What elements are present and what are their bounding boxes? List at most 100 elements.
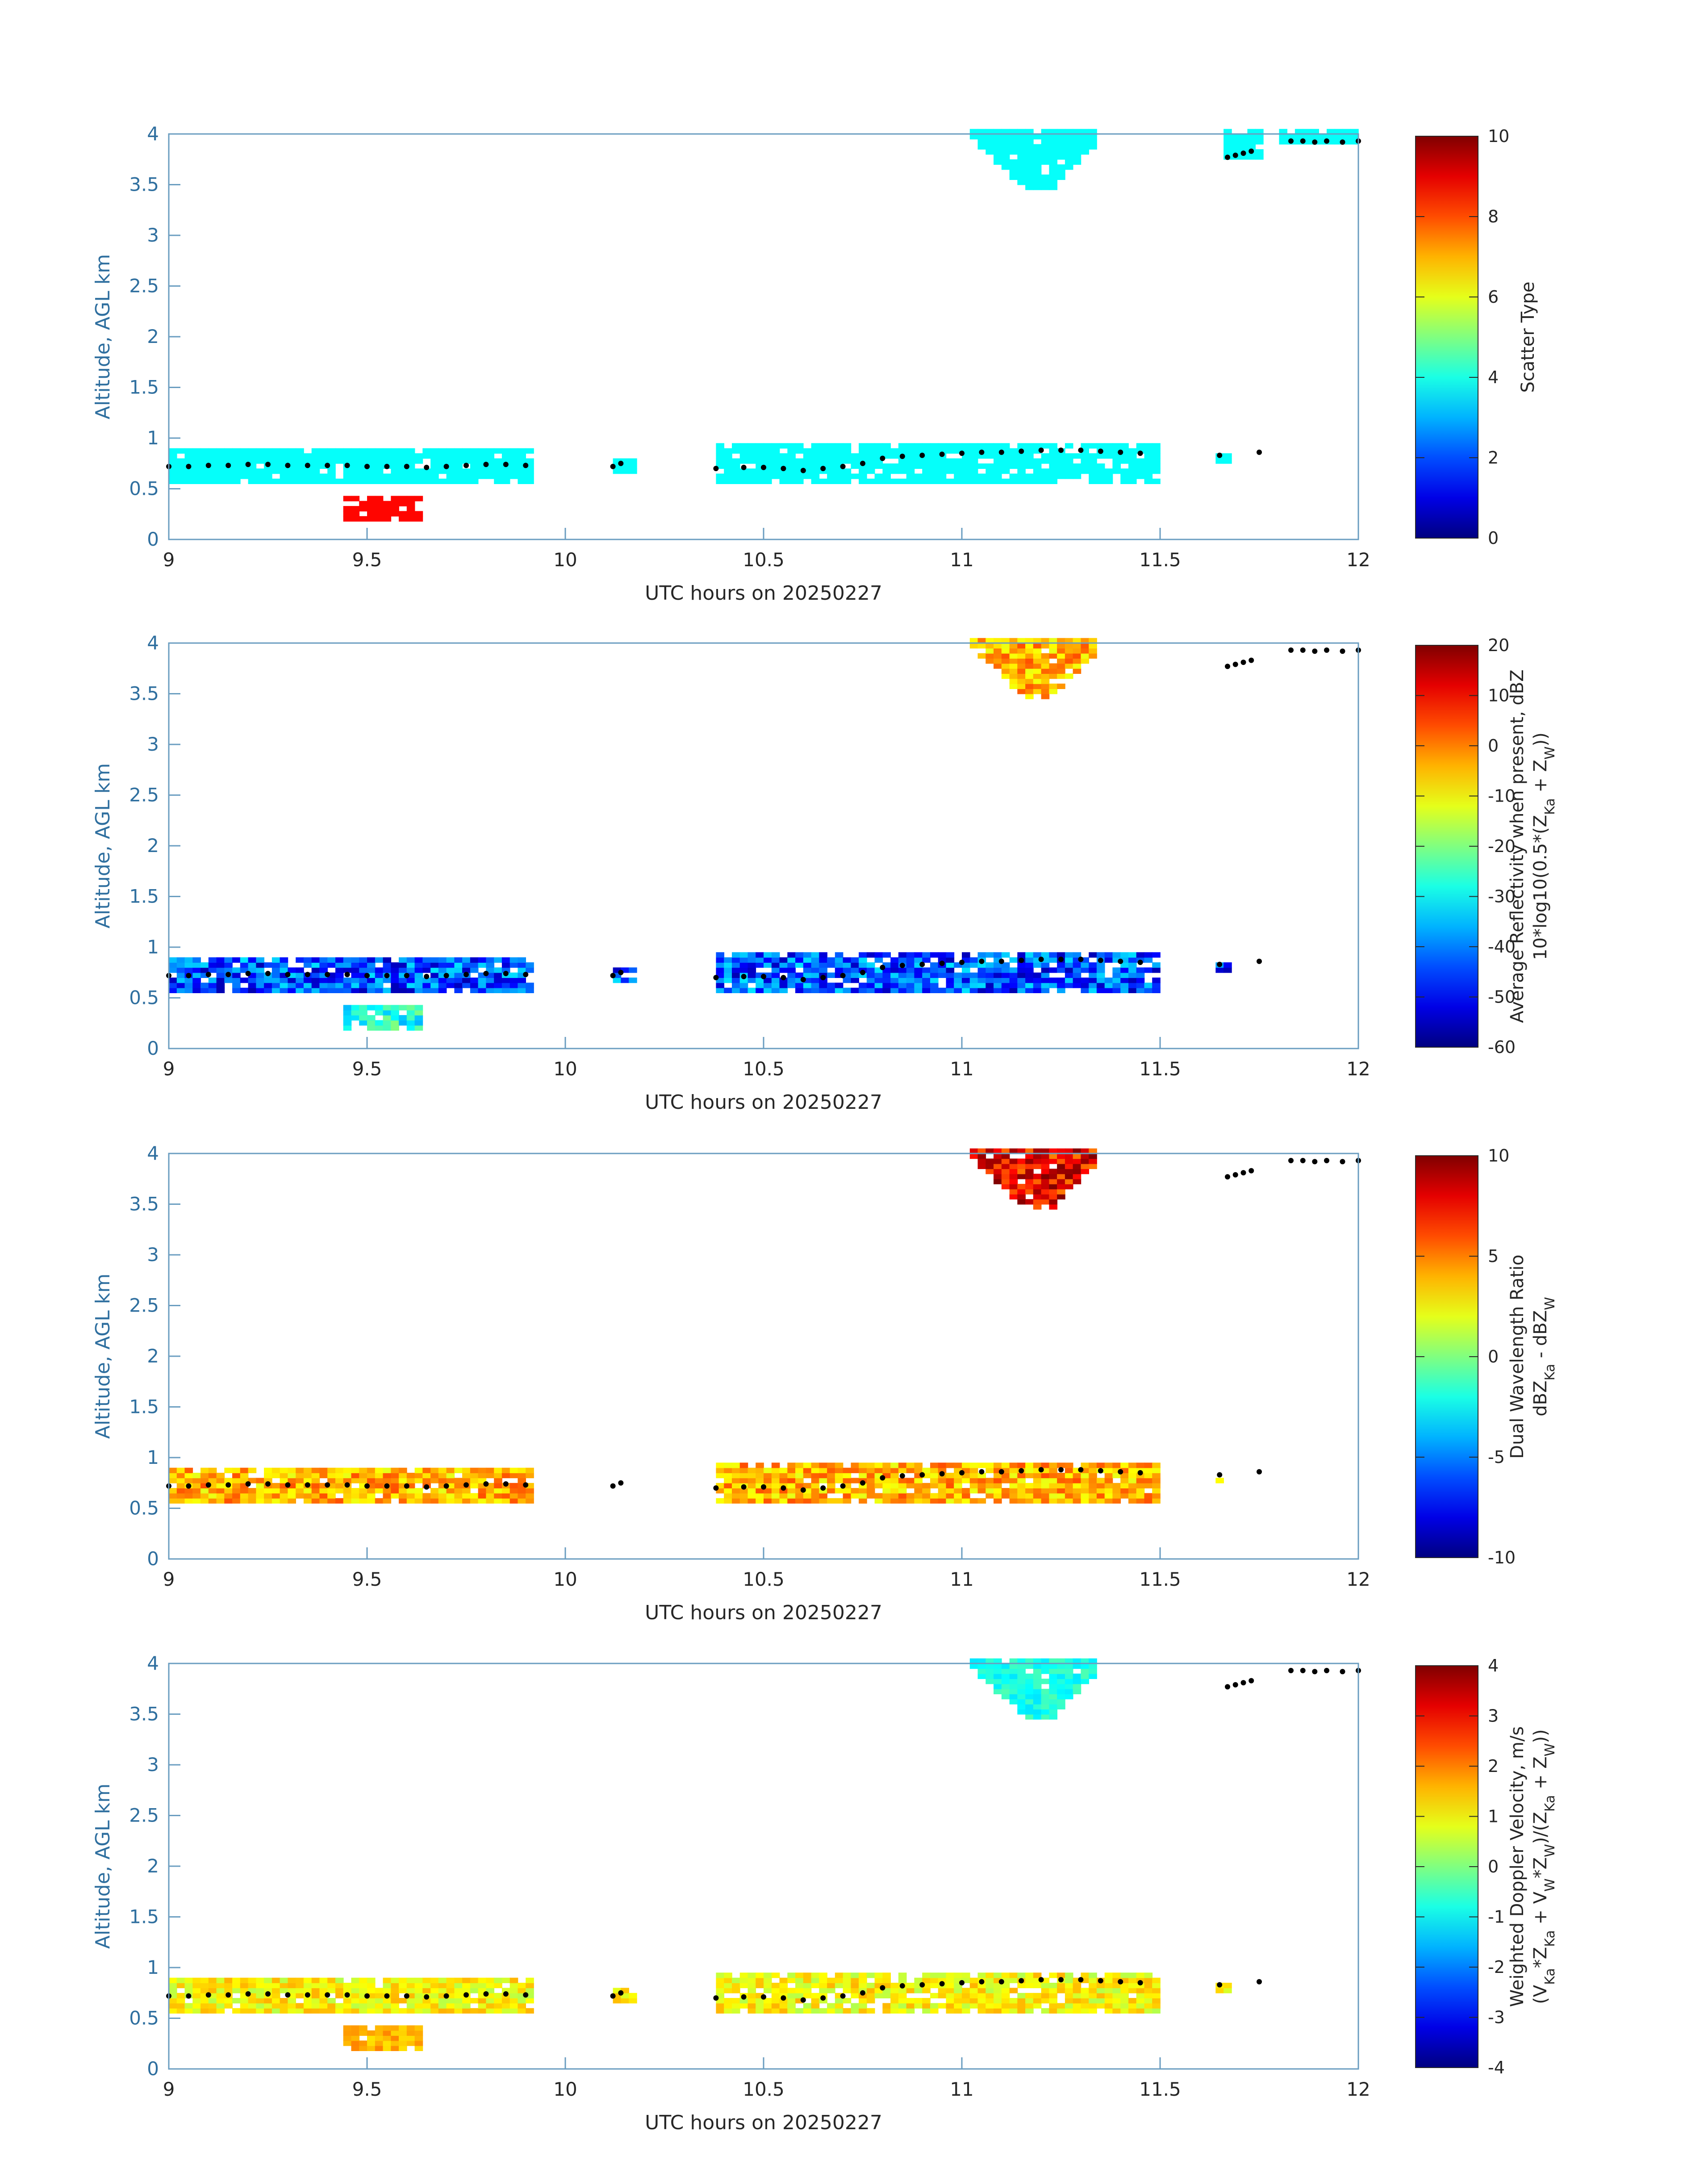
heatmap-cell <box>367 1983 376 1989</box>
heatmap-cell <box>1049 1148 1057 1154</box>
heatmap-cell <box>898 1988 907 1993</box>
heatmap-cell <box>1057 1972 1065 1978</box>
colorbar-tick-label: -50 <box>1488 987 1516 1007</box>
heatmap-cell <box>1001 453 1010 459</box>
heatmap-cell <box>367 982 376 988</box>
heatmap-cell <box>232 1478 241 1483</box>
heatmap-cell <box>375 1478 384 1483</box>
heatmap-cell <box>486 1983 494 1989</box>
heatmap-cell <box>764 1473 772 1479</box>
heatmap-cell <box>359 458 367 464</box>
heatmap-cell <box>1152 978 1161 983</box>
heatmap-cell <box>1033 1153 1042 1159</box>
heatmap-cell <box>335 978 344 983</box>
heatmap-cell <box>454 1993 463 1998</box>
heatmap-cell <box>1136 1483 1145 1488</box>
heatmap-cell <box>922 1488 931 1494</box>
heatmap-cell <box>1065 1988 1073 1993</box>
heatmap-cell <box>969 448 978 454</box>
heatmap-cell <box>1041 1493 1050 1499</box>
cloud-base-dot <box>523 463 529 468</box>
heatmap-cell <box>930 1493 939 1499</box>
heatmap-cell <box>1073 468 1082 474</box>
heatmap-cell <box>478 962 487 968</box>
heatmap-cell <box>1152 952 1161 958</box>
heatmap-cell <box>1215 1988 1224 1993</box>
heatmap-cell <box>1001 159 1010 165</box>
cloud-base-dot <box>1078 957 1084 962</box>
heatmap-cell <box>1001 458 1010 464</box>
heatmap-cell <box>787 468 796 474</box>
heatmap-cell <box>1065 473 1073 479</box>
heatmap-cell <box>732 967 740 973</box>
heatmap-cell <box>843 1998 852 2004</box>
heatmap-cell <box>906 962 915 968</box>
heatmap-cell <box>803 2008 812 2014</box>
colorbar-tick-label: 0 <box>1488 736 1499 756</box>
heatmap-cell <box>859 1983 867 1989</box>
x-axis-label: UTC hours on 20250227 <box>645 1601 882 1624</box>
heatmap-cell <box>835 1972 844 1978</box>
heatmap-cell <box>1128 957 1137 963</box>
heatmap-cell <box>1033 1699 1042 1705</box>
heatmap-cell <box>986 982 994 988</box>
heatmap-cell <box>819 1977 827 1983</box>
heatmap-cell <box>216 1998 225 2004</box>
heatmap-cell <box>827 458 835 464</box>
heatmap-cell <box>406 967 415 973</box>
heatmap-cell <box>946 458 955 464</box>
heatmap-cell <box>1096 443 1105 449</box>
heatmap-cell <box>1033 663 1042 669</box>
heatmap-cell <box>1049 169 1057 175</box>
heatmap-cell <box>280 473 288 479</box>
heatmap-cell <box>969 468 978 474</box>
heatmap-cell <box>1017 1663 1026 1669</box>
heatmap-cell <box>716 443 724 449</box>
heatmap-cell <box>1065 463 1073 469</box>
heatmap-cell <box>1009 1684 1018 1689</box>
heatmap-cell <box>986 987 994 993</box>
heatmap-cell <box>994 1663 1002 1669</box>
heatmap-cell <box>1089 962 1097 968</box>
heatmap-cell <box>1073 149 1082 155</box>
heatmap-cell <box>787 448 796 454</box>
heatmap-cell <box>391 967 399 973</box>
cloud-base-dot <box>404 1483 409 1489</box>
heatmap-cell <box>811 1972 820 1978</box>
heatmap-cell <box>406 1478 415 1483</box>
heatmap-cell <box>795 1473 804 1479</box>
heatmap-cell <box>1152 1977 1161 1983</box>
heatmap-cell <box>1009 982 1018 988</box>
heatmap-cell <box>1089 982 1097 988</box>
heatmap-cell <box>1017 1709 1026 1715</box>
heatmap-cell <box>303 982 312 988</box>
heatmap-cell <box>1017 453 1026 459</box>
cloud-base-dot <box>618 1990 624 1996</box>
heatmap-cell <box>1033 1158 1042 1164</box>
heatmap-cell <box>779 1478 788 1483</box>
cloud-base-dot <box>899 1983 905 1989</box>
heatmap-cell <box>977 463 986 469</box>
cloud-base-dot <box>1137 451 1143 456</box>
heatmap-cell <box>1128 463 1137 469</box>
heatmap-cell <box>977 443 986 449</box>
heatmap-cell <box>962 987 970 993</box>
heatmap-cell <box>938 1467 947 1473</box>
heatmap-cell <box>351 2003 360 2009</box>
cloud-base-dot <box>618 969 624 975</box>
heatmap-cell <box>1128 448 1137 454</box>
heatmap-cell <box>296 1993 304 1998</box>
heatmap-cell <box>994 458 1002 464</box>
heatmap-cell <box>518 957 526 963</box>
cloud-base-dot <box>265 462 271 467</box>
heatmap-cell <box>787 453 796 459</box>
heatmap-cell <box>787 473 796 479</box>
heatmap-cell <box>1096 1998 1105 2004</box>
heatmap-cell <box>890 1473 899 1479</box>
heatmap-cell <box>1144 458 1153 464</box>
heatmap-cell <box>1025 1199 1034 1205</box>
heatmap-cell <box>1009 1169 1018 1174</box>
heatmap-cell <box>994 658 1002 664</box>
heatmap-cell <box>1057 978 1065 983</box>
heatmap-cell <box>486 987 494 993</box>
